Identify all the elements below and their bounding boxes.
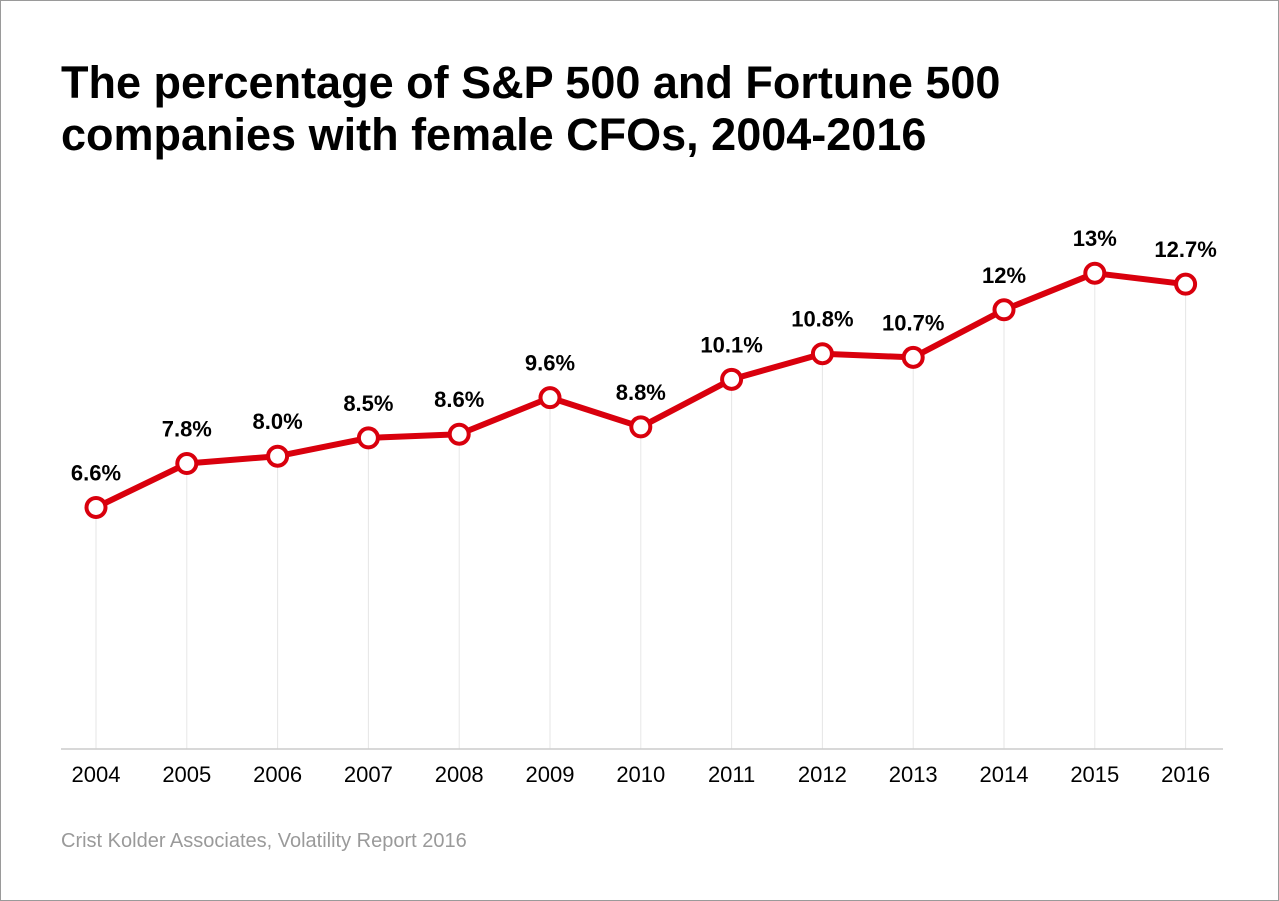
x-axis-ticks: 2004 2005 2006 2007 2008 2009 2010 2011 2012 2013…	[72, 762, 1211, 787]
data-point-2016	[1174, 272, 1198, 296]
data-label-2014: 12%	[982, 263, 1026, 288]
x-tick-label-2014: 2014	[980, 762, 1029, 787]
data-point-2007	[356, 426, 380, 450]
data-label-2005: 7.8%	[162, 417, 212, 442]
x-tick-label-2005: 2005	[162, 762, 211, 787]
chart-title: The percentage of S&P 500 and Fortune 50…	[61, 57, 1211, 161]
data-point-2010	[629, 415, 653, 439]
data-label-2012: 10.8%	[791, 307, 853, 332]
data-labels: 6.6% 7.8% 8.0% 8.5% 8.6% 9.6% 8.8% 10.1% 10.8% 10…	[71, 226, 1217, 485]
data-point-2012	[810, 342, 834, 366]
data-point-2015	[1083, 261, 1107, 285]
data-label-2007: 8.5%	[343, 391, 393, 416]
data-point-2005	[175, 452, 199, 476]
x-tick-label-2015: 2015	[1070, 762, 1119, 787]
data-points	[84, 261, 1198, 519]
data-point-2009	[538, 386, 562, 410]
data-label-2013: 10.7%	[882, 310, 944, 335]
data-label-2015: 13%	[1073, 226, 1117, 251]
data-label-2004: 6.6%	[71, 460, 121, 485]
data-point-2008	[447, 422, 471, 446]
data-label-2006: 8.0%	[253, 409, 303, 434]
data-label-2008: 8.6%	[434, 387, 484, 412]
x-tick-label-2009: 2009	[526, 762, 575, 787]
x-tick-label-2013: 2013	[889, 762, 938, 787]
data-label-2016: 12.7%	[1154, 237, 1216, 262]
gridlines	[95, 273, 1187, 749]
data-point-2013	[901, 345, 925, 369]
data-point-2006	[266, 444, 290, 468]
x-tick-label-2006: 2006	[253, 762, 302, 787]
x-tick-label-2012: 2012	[798, 762, 847, 787]
chart-title-line-2: companies with female CFOs, 2004-2016	[61, 109, 927, 160]
data-label-2010: 8.8%	[616, 380, 666, 405]
data-point-2011	[720, 367, 744, 391]
chart-title-line-1: The percentage of S&P 500 and Fortune 50…	[61, 57, 1001, 108]
x-tick-label-2004: 2004	[72, 762, 121, 787]
source-note: Crist Kolder Associates, Volatility Repo…	[61, 830, 467, 852]
data-point-2004	[84, 495, 108, 519]
data-point-2014	[992, 298, 1016, 322]
x-tick-label-2011: 2011	[708, 762, 755, 787]
data-label-2011: 10.1%	[700, 332, 762, 357]
x-tick-label-2010: 2010	[616, 762, 665, 787]
x-tick-label-2008: 2008	[435, 762, 484, 787]
x-tick-label-2007: 2007	[344, 762, 393, 787]
x-tick-label-2016: 2016	[1161, 762, 1210, 787]
data-label-2009: 9.6%	[525, 351, 575, 376]
